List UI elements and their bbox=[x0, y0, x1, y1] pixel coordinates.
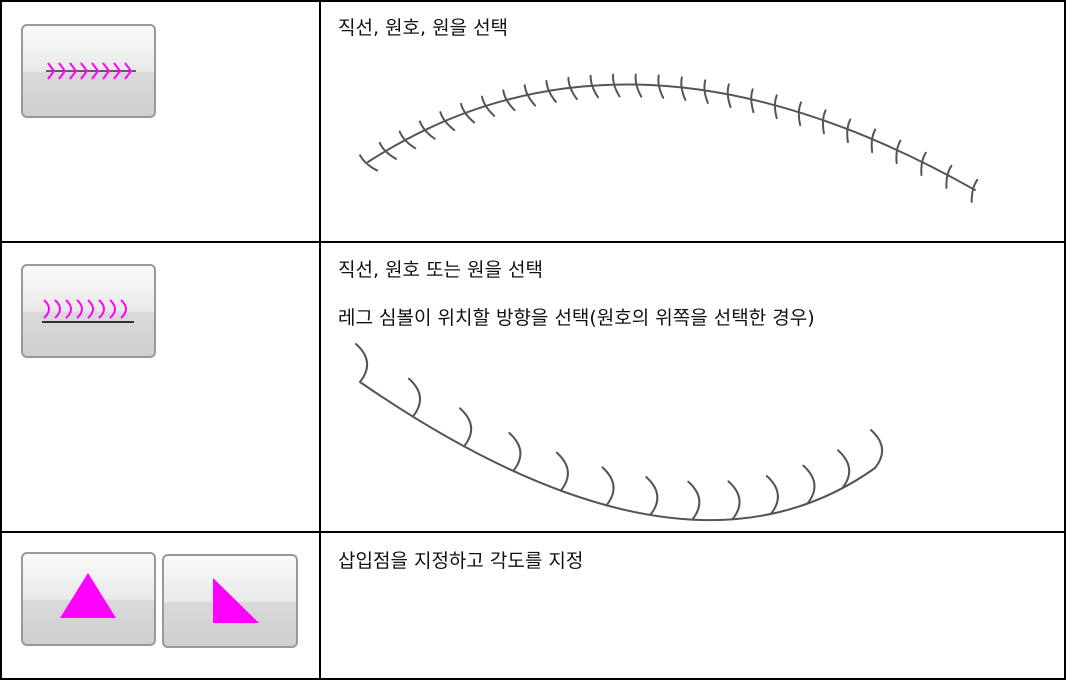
stroke bbox=[359, 154, 379, 172]
stroke bbox=[545, 80, 557, 103]
stroke bbox=[970, 178, 979, 203]
stroke bbox=[367, 83, 976, 191]
stroke bbox=[802, 464, 816, 505]
stroke bbox=[645, 476, 659, 516]
stroke bbox=[567, 76, 578, 101]
stroke bbox=[895, 139, 902, 165]
stroke bbox=[765, 475, 779, 515]
stroke bbox=[634, 73, 643, 98]
stroke bbox=[502, 89, 516, 112]
stroke bbox=[481, 95, 496, 117]
stroke bbox=[508, 432, 522, 472]
stroke bbox=[378, 141, 398, 160]
stroke bbox=[797, 101, 803, 127]
stroke bbox=[407, 377, 421, 418]
stroke bbox=[355, 343, 368, 383]
stroke bbox=[870, 429, 883, 469]
stroke bbox=[687, 480, 701, 521]
stroke bbox=[727, 480, 741, 521]
stroke bbox=[398, 130, 417, 150]
stroke bbox=[773, 94, 778, 120]
stroke bbox=[589, 74, 600, 99]
button-right-triangle[interactable] bbox=[162, 554, 298, 648]
stroke bbox=[703, 79, 709, 105]
stroke bbox=[846, 118, 852, 144]
stroke bbox=[523, 84, 537, 107]
instruction: 레그 심볼이 위치할 방향을 선택(원호의 위쪽을 선택한 경우) bbox=[338, 307, 815, 329]
stroke bbox=[680, 76, 687, 101]
stroke bbox=[920, 151, 927, 177]
stroke bbox=[612, 73, 621, 98]
stroke bbox=[601, 466, 615, 507]
stroke bbox=[460, 102, 476, 124]
stroke bbox=[359, 381, 876, 521]
stroke bbox=[657, 74, 665, 99]
leg-sketch-arc bbox=[359, 73, 979, 203]
button-leg-arc[interactable] bbox=[21, 24, 156, 118]
stroke bbox=[439, 111, 456, 132]
stroke bbox=[726, 83, 732, 109]
stroke bbox=[750, 88, 755, 114]
instruction: 직선, 원호, 원을 선택 bbox=[338, 17, 508, 39]
stroke bbox=[555, 451, 569, 492]
stroke bbox=[418, 120, 436, 140]
leg-sketch-side bbox=[355, 343, 883, 521]
stroke bbox=[837, 449, 851, 490]
instruction: 삽입점을 지정하고 각도를 지정 bbox=[338, 550, 583, 572]
button-triangle[interactable] bbox=[21, 552, 156, 646]
stroke bbox=[870, 128, 877, 154]
stroke bbox=[821, 109, 827, 135]
stroke bbox=[459, 407, 473, 448]
instruction: 직선, 원호 또는 원을 선택 bbox=[338, 259, 543, 281]
button-leg-side[interactable] bbox=[21, 264, 156, 358]
stroke bbox=[945, 164, 953, 189]
